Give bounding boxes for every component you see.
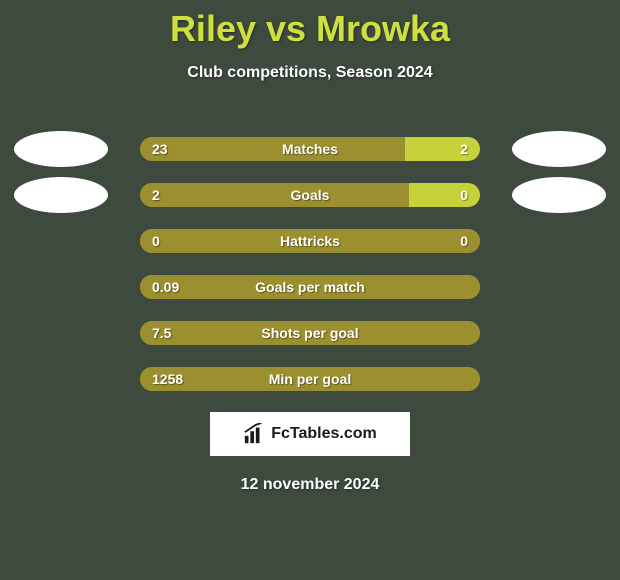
stat-label: Matches [140,137,480,161]
stat-label: Shots per goal [140,321,480,345]
stat-bar: 1258Min per goal [140,367,480,391]
stat-label: Goals [140,183,480,207]
player-avatar-right [512,131,606,167]
stat-row: 0.09Goals per match [0,264,620,310]
player-avatar-left [14,131,108,167]
stat-label: Goals per match [140,275,480,299]
stats-container: 232Matches 20Goals 00Hattricks 0.09Goals pe… [0,126,620,402]
stat-row: 20Goals [0,172,620,218]
stat-label: Hattricks [140,229,480,253]
stat-bar: 00Hattricks [140,229,480,253]
stat-label: Min per goal [140,367,480,391]
subtitle: Club competitions, Season 2024 [0,64,620,82]
player-avatar-left [14,177,108,213]
stat-bar: 0.09Goals per match [140,275,480,299]
stat-bar: 232Matches [140,137,480,161]
stat-row: 00Hattricks [0,218,620,264]
chart-icon [243,423,265,445]
stat-row: 7.5Shots per goal [0,310,620,356]
stat-bar: 7.5Shots per goal [140,321,480,345]
player-avatar-right [512,177,606,213]
logo-text: FcTables.com [271,425,377,443]
footer-date: 12 november 2024 [0,476,620,494]
page-title: Riley vs Mrowka [0,0,620,50]
logo-box: FcTables.com [210,412,410,456]
stat-row: 1258Min per goal [0,356,620,402]
stat-row: 232Matches [0,126,620,172]
stat-bar: 20Goals [140,183,480,207]
